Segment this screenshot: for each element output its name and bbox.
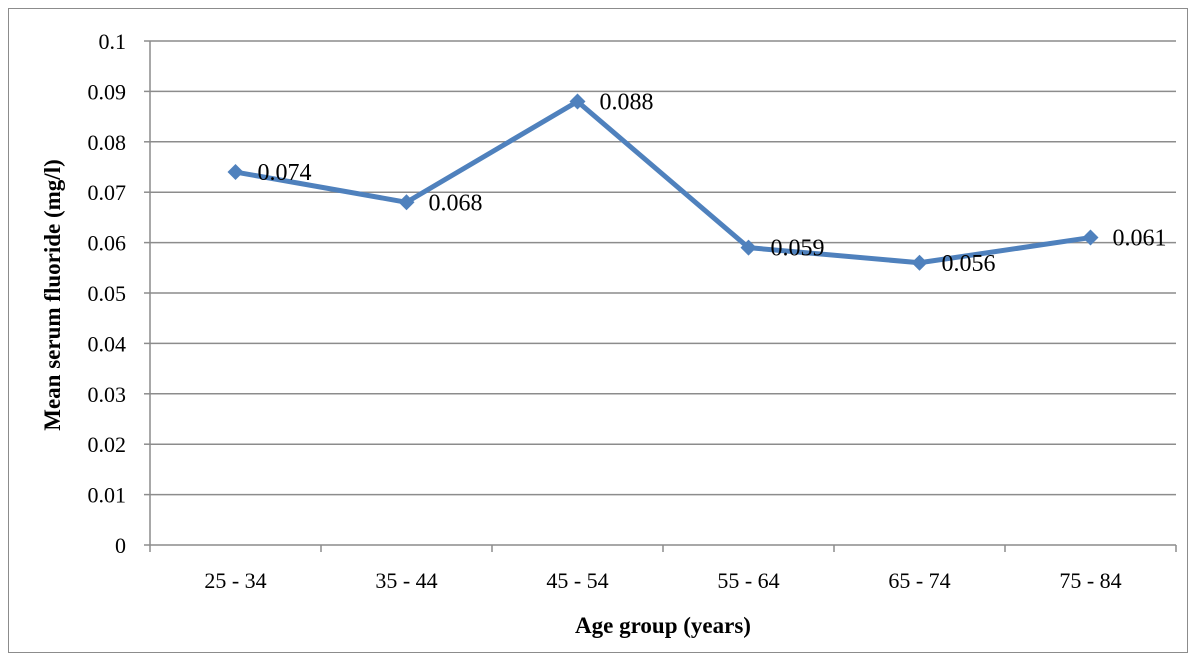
data-labels: 0.074 0.068 0.088 0.059 0.056 0.061 <box>258 89 1167 276</box>
data-label: 0.068 <box>429 190 483 216</box>
y-tick-label: 0.1 <box>99 29 127 54</box>
y-tick-label: 0.03 <box>88 382 127 407</box>
x-tick-label: 35 - 44 <box>375 568 437 593</box>
y-tick-label: 0.05 <box>88 281 127 306</box>
data-label: 0.056 <box>942 251 996 277</box>
y-tick-label: 0.08 <box>88 130 127 155</box>
y-tick-labels: 0 0.01 0.02 0.03 0.04 0.05 0.06 0.07 0.08 0.09 0.1 <box>88 29 127 558</box>
series-polyline <box>233 98 1093 266</box>
x-tick-label: 75 - 84 <box>1059 568 1121 593</box>
x-tick-labels: 25 - 34 35 - 44 45 - 54 55 - 64 65 - 74 75 - … <box>204 568 1121 593</box>
gridlines <box>150 40 1176 496</box>
y-tick-label: 0.02 <box>88 432 127 457</box>
x-tick-label: 55 - 64 <box>717 568 779 593</box>
data-label: 0.061 <box>1113 226 1167 252</box>
diamond-marker <box>227 164 244 181</box>
x-tick-label: 65 - 74 <box>888 568 950 593</box>
y-tick-label: 0.01 <box>88 483 127 508</box>
series-line <box>233 98 1093 266</box>
diamond-marker <box>1082 229 1099 246</box>
y-tick-label: 0.09 <box>88 79 127 104</box>
x-axis-title: Age group (years) <box>575 613 751 638</box>
axes <box>144 40 1177 552</box>
data-label: 0.059 <box>771 236 825 262</box>
diamond-marker <box>398 194 415 211</box>
y-tick-label: 0.06 <box>88 231 127 256</box>
data-label: 0.074 <box>258 160 312 186</box>
data-markers <box>227 93 1099 271</box>
diamond-marker <box>911 254 928 271</box>
data-label: 0.088 <box>600 89 654 115</box>
x-tick-label: 25 - 34 <box>204 568 266 593</box>
y-tick-label: 0.04 <box>88 331 127 356</box>
y-tick-label: 0 <box>115 533 126 558</box>
y-tick-label: 0.07 <box>88 180 127 205</box>
diamond-marker <box>569 93 586 110</box>
y-axis-title: Mean serum fluoride (mg/l) <box>40 159 65 430</box>
x-tick-label: 45 - 54 <box>546 568 608 593</box>
diamond-marker <box>740 239 757 256</box>
